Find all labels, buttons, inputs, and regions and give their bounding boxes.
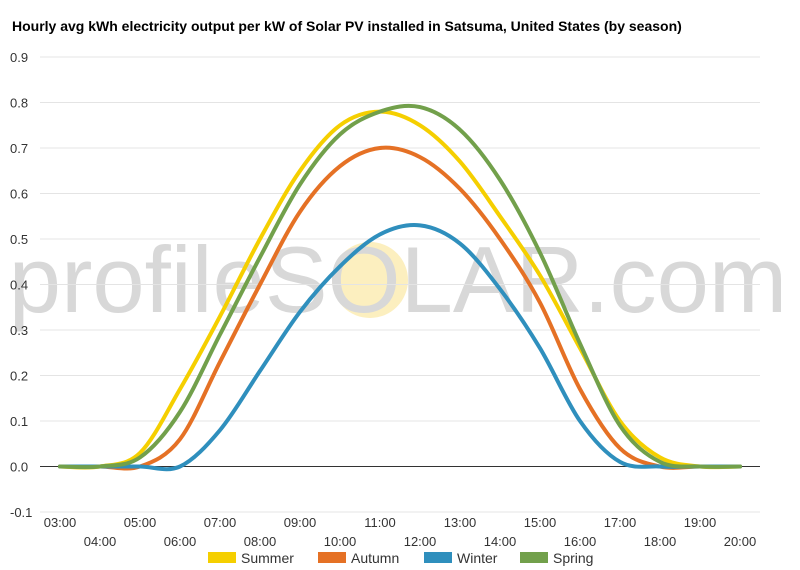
y-tick-label: 0.2	[10, 369, 28, 384]
legend: Summer Autumn Winter Spring	[208, 550, 593, 566]
legend-label-autumn: Autumn	[351, 550, 399, 566]
x-tick-label: 11:00	[364, 515, 396, 530]
watermark-sun	[332, 242, 408, 318]
series-line-summer	[58, 109, 742, 470]
x-tick-label: 05:00	[124, 515, 157, 530]
x-tick-label: 07:00	[204, 515, 237, 530]
y-tick-label: 0.4	[10, 278, 28, 293]
series-line-autumn	[58, 145, 742, 471]
y-tick-label: 0.7	[10, 141, 28, 156]
x-tick-label: 10:00	[324, 534, 357, 549]
y-tick-label: 0.9	[10, 50, 28, 65]
y-axis-ticks: -0.1 0.0 0.1 0.2 0.3 0.4 0.5 0.6 0.7 0.8 0.9	[10, 50, 32, 520]
x-tick-label: 19:00	[684, 515, 717, 530]
x-tick-label: 15:00	[524, 515, 557, 530]
y-tick-label: 0.0	[10, 460, 28, 475]
x-tick-label: 06:00	[164, 534, 197, 549]
x-tick-label: 12:00	[404, 534, 437, 549]
x-tick-label: 16:00	[564, 534, 597, 549]
x-tick-label: 09:00	[284, 515, 317, 530]
watermark-text: profileSOLAR.com	[9, 227, 787, 332]
legend-swatch-autumn	[318, 552, 346, 563]
x-axis-ticks: 03:00 05:00 07:00 09:00 11:00 13:00 15:00 17:00…	[44, 515, 757, 549]
x-tick-label: 18:00	[644, 534, 677, 549]
y-tick-label: 0.6	[10, 187, 28, 202]
legend-swatch-summer	[208, 552, 236, 563]
y-tick-label: 0.5	[10, 232, 28, 247]
y-tick-label: -0.1	[10, 505, 32, 520]
series-lines	[58, 103, 742, 472]
y-tick-label: 0.3	[10, 323, 28, 338]
x-tick-label: 20:00	[724, 534, 757, 549]
legend-label-summer: Summer	[241, 550, 294, 566]
x-tick-label: 04:00	[84, 534, 117, 549]
legend-swatch-winter	[424, 552, 452, 563]
y-tick-label: 0.1	[10, 414, 28, 429]
x-tick-label: 13:00	[444, 515, 477, 530]
x-tick-label: 14:00	[484, 534, 517, 549]
y-tick-label: 0.8	[10, 96, 28, 111]
legend-label-winter: Winter	[457, 550, 498, 566]
legend-swatch-spring	[520, 552, 548, 563]
legend-label-spring: Spring	[553, 550, 593, 566]
watermark: profileSOLAR.com	[9, 227, 787, 332]
series-line-spring	[58, 103, 742, 470]
chart-title: Hourly avg kWh electricity output per kW…	[12, 18, 682, 34]
x-tick-label: 03:00	[44, 515, 77, 530]
x-tick-label: 17:00	[604, 515, 637, 530]
x-tick-label: 08:00	[244, 534, 277, 549]
series-line-winter	[58, 223, 742, 472]
